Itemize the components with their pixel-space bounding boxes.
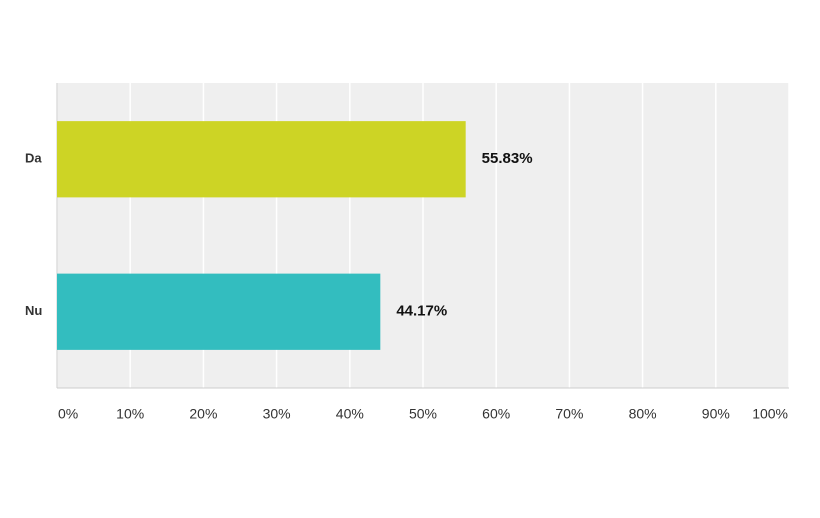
x-tick-label: 20% bbox=[189, 406, 217, 422]
x-tick-label: 100% bbox=[752, 406, 788, 422]
x-tick-label: 10% bbox=[116, 406, 144, 422]
x-tick-label: 0% bbox=[58, 406, 78, 422]
x-tick-label: 80% bbox=[629, 406, 657, 422]
x-tick-label: 40% bbox=[336, 406, 364, 422]
x-tick-label: 90% bbox=[702, 406, 730, 422]
x-tick-label: 30% bbox=[263, 406, 291, 422]
bar bbox=[57, 121, 466, 198]
x-tick-label: 70% bbox=[555, 406, 583, 422]
x-tick-label: 60% bbox=[482, 406, 510, 422]
value-label: 44.17% bbox=[396, 303, 447, 320]
y-tick-label: Nu bbox=[25, 303, 42, 318]
bar bbox=[57, 273, 381, 350]
x-tick-label: 50% bbox=[409, 406, 437, 422]
value-label: 55.83% bbox=[482, 150, 533, 167]
y-tick-label: Da bbox=[25, 151, 42, 166]
